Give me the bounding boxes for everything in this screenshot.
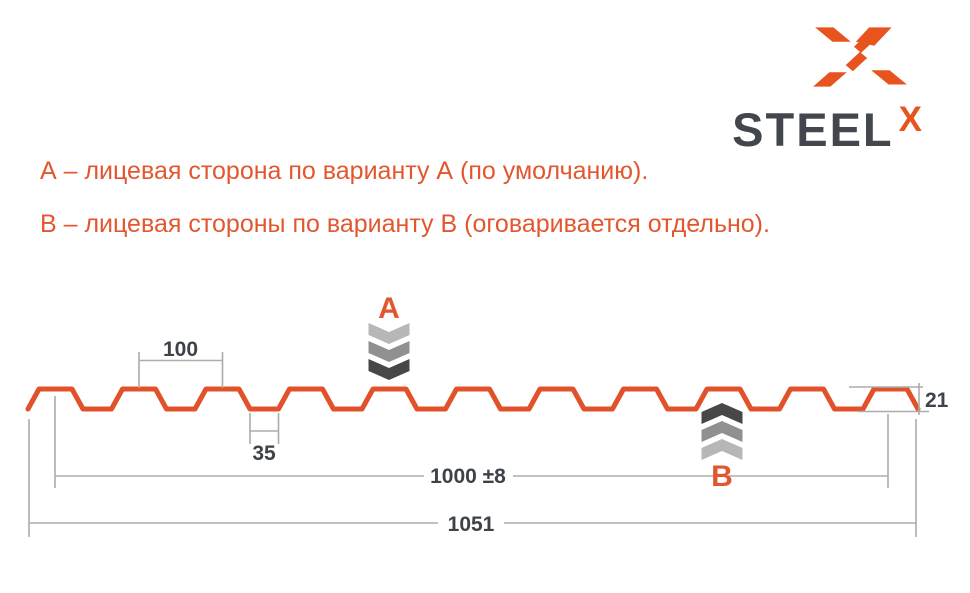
brand-x-superscript: X bbox=[898, 100, 922, 139]
x-arm-bottom-right bbox=[871, 70, 907, 85]
chevron-up-icon bbox=[701, 439, 743, 460]
dim-working-width: 1000 ±8 bbox=[54, 396, 889, 488]
dim-label-overall-width: 1051 bbox=[448, 513, 495, 536]
marker-side-a: A bbox=[368, 292, 410, 380]
note-variant-a: А – лицевая сторона по варианту А (по ум… bbox=[40, 157, 649, 185]
chevron-down-icon bbox=[368, 341, 410, 362]
x-mark-shapes bbox=[813, 27, 907, 87]
brand-wordmark: STEEL X bbox=[692, 102, 922, 156]
marker-side-b: B bbox=[701, 403, 743, 493]
brand-name: STEEL bbox=[732, 103, 894, 156]
marker-b-letter: B bbox=[711, 460, 733, 493]
x-arm-bottom-left bbox=[813, 72, 847, 87]
steelx-x-mark-icon bbox=[813, 27, 907, 87]
x-center-weave bbox=[845, 33, 876, 72]
chevron-down-icon bbox=[368, 323, 410, 344]
chevron-up-icon bbox=[701, 421, 743, 442]
x-arm-top-left bbox=[815, 27, 851, 42]
chevron-down-icon bbox=[368, 359, 410, 380]
marker-a-letter: A bbox=[378, 292, 400, 325]
dim-valley-width: 35 bbox=[249, 413, 280, 465]
dim-overall-width: 1051 bbox=[28, 419, 917, 537]
dim-label-working-width: 1000 ±8 bbox=[430, 465, 506, 488]
note-variant-b: В – лицевая стороны по варианту В (огова… bbox=[40, 210, 770, 238]
dim-rib-pitch: 100 bbox=[138, 338, 224, 388]
chevron-up-icon bbox=[701, 403, 743, 424]
dim-label-profile-height: 21 bbox=[925, 389, 949, 412]
sheet-profile-line bbox=[25, 386, 921, 412]
dim-label-valley-width: 35 bbox=[252, 442, 276, 465]
dim-profile-height: 21 bbox=[849, 383, 949, 415]
dim-label-rib-pitch: 100 bbox=[163, 338, 198, 361]
